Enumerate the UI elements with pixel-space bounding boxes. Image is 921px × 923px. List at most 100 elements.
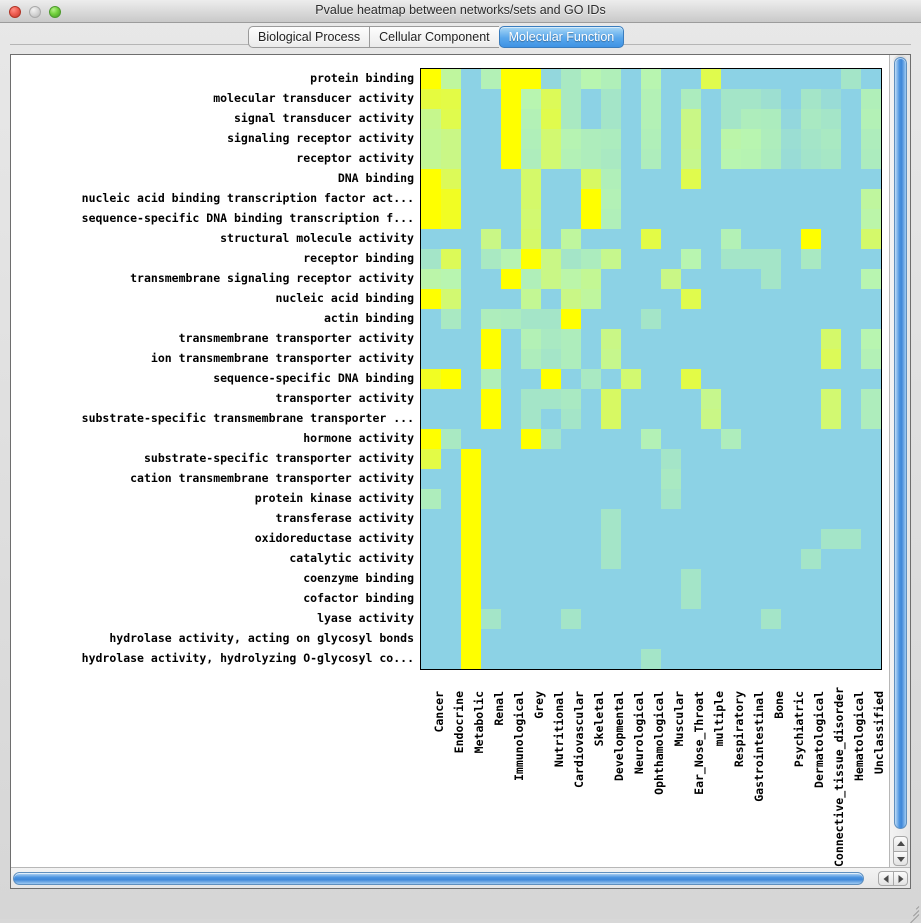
heatmap-cell[interactable] [481, 149, 501, 169]
heatmap-cell[interactable] [821, 489, 841, 509]
heatmap-cell[interactable] [821, 429, 841, 449]
heatmap-cell[interactable] [681, 349, 701, 369]
heatmap-cell[interactable] [721, 149, 741, 169]
heatmap-cell[interactable] [761, 229, 781, 249]
heatmap-cell[interactable] [621, 409, 641, 429]
heatmap-cell[interactable] [441, 509, 461, 529]
heatmap-cell[interactable] [681, 529, 701, 549]
heatmap-cell[interactable] [441, 309, 461, 329]
heatmap-cell[interactable] [821, 169, 841, 189]
heatmap-cell[interactable] [781, 309, 801, 329]
heatmap-cell[interactable] [481, 89, 501, 109]
heatmap-cell[interactable] [641, 489, 661, 509]
heatmap-cell[interactable] [781, 109, 801, 129]
heatmap-cell[interactable] [601, 489, 621, 509]
heatmap-cell[interactable] [601, 469, 621, 489]
heatmap-cell[interactable] [581, 149, 601, 169]
heatmap-cell[interactable] [761, 629, 781, 649]
heatmap-cell[interactable] [741, 89, 761, 109]
heatmap-cell[interactable] [741, 649, 761, 669]
heatmap-cell[interactable] [601, 229, 621, 249]
heatmap-cell[interactable] [501, 109, 521, 129]
heatmap-cell[interactable] [461, 269, 481, 289]
heatmap-cell[interactable] [561, 129, 581, 149]
heatmap-cell[interactable] [721, 289, 741, 309]
heatmap-cell[interactable] [681, 229, 701, 249]
heatmap-cell[interactable] [441, 129, 461, 149]
heatmap-cell[interactable] [601, 409, 621, 429]
heatmap-cell[interactable] [601, 429, 621, 449]
heatmap-cell[interactable] [681, 89, 701, 109]
heatmap-cell[interactable] [421, 129, 441, 149]
heatmap-cell[interactable] [421, 549, 441, 569]
heatmap-cell[interactable] [481, 289, 501, 309]
heatmap-cell[interactable] [801, 129, 821, 149]
heatmap-cell[interactable] [721, 209, 741, 229]
heatmap-cell[interactable] [601, 349, 621, 369]
heatmap-cell[interactable] [541, 629, 561, 649]
heatmap-cell[interactable] [701, 109, 721, 129]
heatmap-cell[interactable] [521, 69, 541, 89]
heatmap-cell[interactable] [761, 369, 781, 389]
heatmap-cell[interactable] [801, 189, 821, 209]
heatmap-cell[interactable] [461, 249, 481, 269]
heatmap-cell[interactable] [441, 349, 461, 369]
heatmap-cell[interactable] [721, 629, 741, 649]
heatmap-cell[interactable] [821, 69, 841, 89]
heatmap-cell[interactable] [781, 69, 801, 89]
heatmap-cell[interactable] [741, 329, 761, 349]
heatmap-cell[interactable] [581, 429, 601, 449]
heatmap-cell[interactable] [841, 189, 861, 209]
heatmap-cell[interactable] [561, 529, 581, 549]
heatmap-cell[interactable] [741, 509, 761, 529]
heatmap-cell[interactable] [701, 409, 721, 429]
heatmap-cell[interactable] [561, 489, 581, 509]
heatmap-cell[interactable] [861, 369, 881, 389]
heatmap-cell[interactable] [641, 69, 661, 89]
heatmap-cell[interactable] [761, 409, 781, 429]
heatmap-cell[interactable] [701, 609, 721, 629]
heatmap-cell[interactable] [781, 549, 801, 569]
heatmap-cell[interactable] [421, 309, 441, 329]
heatmap-cell[interactable] [841, 649, 861, 669]
heatmap-cell[interactable] [601, 309, 621, 329]
heatmap-cell[interactable] [681, 69, 701, 89]
heatmap-cell[interactable] [761, 529, 781, 549]
heatmap-cell[interactable] [481, 409, 501, 429]
heatmap-cell[interactable] [861, 589, 881, 609]
heatmap-cell[interactable] [601, 549, 621, 569]
heatmap-cell[interactable] [801, 629, 821, 649]
heatmap-cell[interactable] [641, 269, 661, 289]
heatmap-cell[interactable] [621, 309, 641, 329]
heatmap-cell[interactable] [741, 449, 761, 469]
heatmap-cell[interactable] [741, 309, 761, 329]
heatmap-cell[interactable] [541, 609, 561, 629]
heatmap-cell[interactable] [461, 649, 481, 669]
heatmap-cell[interactable] [601, 649, 621, 669]
horizontal-scrollbar[interactable] [11, 867, 910, 888]
heatmap-cell[interactable] [521, 129, 541, 149]
heatmap-cell[interactable] [781, 289, 801, 309]
heatmap-cell[interactable] [781, 429, 801, 449]
heatmap-cell[interactable] [661, 589, 681, 609]
heatmap-cell[interactable] [621, 289, 641, 309]
heatmap-cell[interactable] [581, 289, 601, 309]
heatmap-cell[interactable] [661, 469, 681, 489]
heatmap-cell[interactable] [561, 109, 581, 129]
heatmap-cell[interactable] [741, 349, 761, 369]
heatmap-cell[interactable] [821, 109, 841, 129]
heatmap-cell[interactable] [681, 249, 701, 269]
heatmap-cell[interactable] [741, 289, 761, 309]
heatmap-cell[interactable] [841, 409, 861, 429]
heatmap-cell[interactable] [701, 549, 721, 569]
heatmap-cell[interactable] [681, 609, 701, 629]
heatmap-cell[interactable] [761, 589, 781, 609]
heatmap-cell[interactable] [841, 549, 861, 569]
heatmap-cell[interactable] [861, 529, 881, 549]
heatmap-cell[interactable] [581, 469, 601, 489]
heatmap-cell[interactable] [801, 469, 821, 489]
heatmap-cell[interactable] [841, 129, 861, 149]
heatmap-cell[interactable] [821, 509, 841, 529]
heatmap-cell[interactable] [461, 509, 481, 529]
heatmap-cell[interactable] [581, 449, 601, 469]
